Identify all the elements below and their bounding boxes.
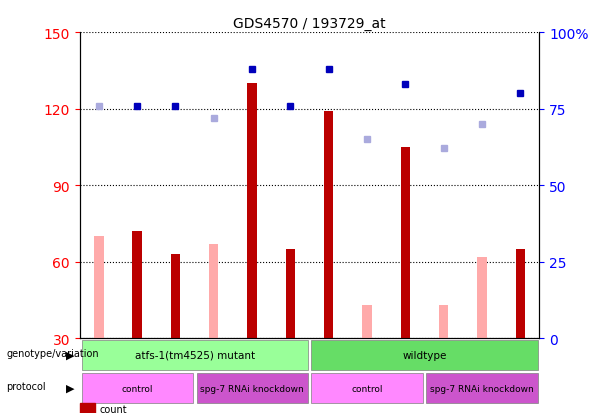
Text: spg-7 RNAi knockdown: spg-7 RNAi knockdown	[200, 384, 304, 393]
Bar	[248, 84, 257, 338]
Title: GDS4570 / 193729_at: GDS4570 / 193729_at	[234, 17, 386, 31]
Bar	[439, 305, 448, 338]
Bar	[171, 254, 180, 338]
Bar	[401, 147, 410, 338]
Text: genotype/variation: genotype/variation	[6, 348, 99, 358]
FancyBboxPatch shape	[311, 373, 422, 403]
Bar	[324, 112, 333, 338]
FancyBboxPatch shape	[82, 373, 192, 403]
Text: protocol: protocol	[6, 381, 46, 391]
Bar	[286, 249, 295, 338]
Text: ▶: ▶	[66, 350, 75, 360]
Bar	[478, 257, 487, 338]
Bar	[362, 305, 371, 338]
FancyBboxPatch shape	[311, 340, 538, 370]
Text: control: control	[351, 384, 383, 393]
FancyBboxPatch shape	[82, 340, 308, 370]
Text: wildtype: wildtype	[402, 350, 447, 360]
FancyBboxPatch shape	[427, 373, 538, 403]
Bar	[209, 244, 218, 338]
Bar	[132, 232, 142, 338]
Text: atfs-1(tm4525) mutant: atfs-1(tm4525) mutant	[135, 350, 254, 360]
Bar	[516, 249, 525, 338]
Text: control: control	[121, 384, 153, 393]
Text: ▶: ▶	[66, 383, 75, 393]
Text: count: count	[100, 404, 128, 413]
FancyBboxPatch shape	[197, 373, 308, 403]
Bar	[94, 237, 104, 338]
Text: spg-7 RNAi knockdown: spg-7 RNAi knockdown	[430, 384, 534, 393]
